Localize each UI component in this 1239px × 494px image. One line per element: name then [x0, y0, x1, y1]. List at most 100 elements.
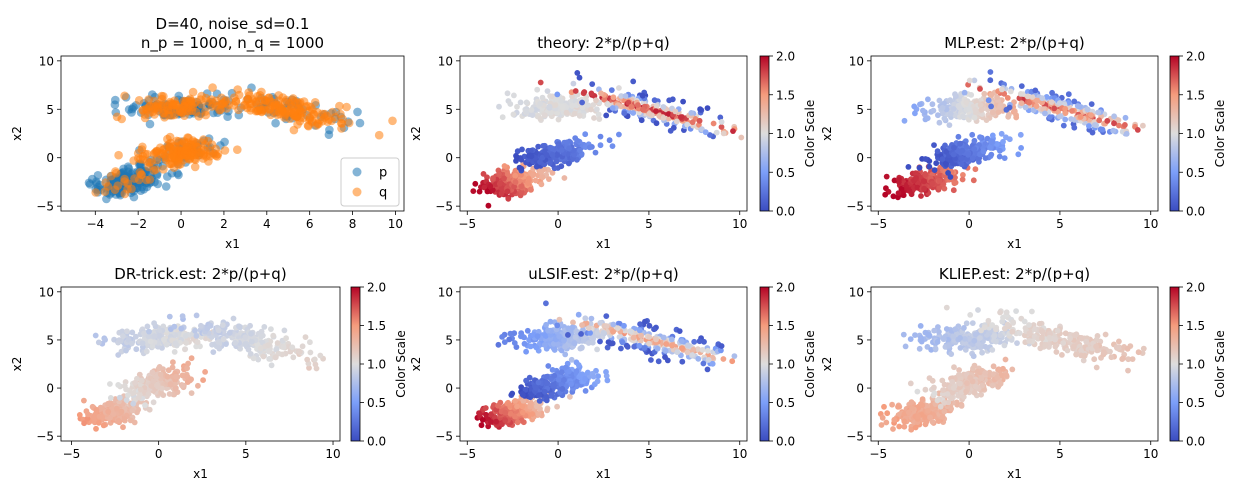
x-tick-label: 5 [645, 447, 653, 461]
data-point [673, 118, 680, 125]
data-point [545, 327, 551, 334]
data-point [646, 322, 653, 329]
data-point [549, 367, 556, 373]
data-point [556, 333, 563, 340]
data-point [941, 115, 948, 122]
data-point [573, 368, 580, 375]
data-point [571, 340, 578, 347]
data-point [678, 114, 684, 120]
data-point [1062, 116, 1069, 123]
data-point [141, 330, 147, 337]
data-point [989, 132, 996, 139]
data-point [307, 117, 317, 127]
data-point [254, 341, 261, 348]
data-point [929, 180, 936, 187]
data-point [653, 120, 660, 127]
data-point [1029, 94, 1036, 100]
data-point [957, 140, 963, 147]
data-point [951, 144, 957, 151]
data-point [588, 315, 595, 322]
data-point [236, 323, 242, 330]
data-point [689, 352, 696, 358]
data-point [980, 148, 987, 155]
data-point [123, 397, 130, 403]
data-point [161, 336, 167, 343]
data-point [250, 355, 257, 362]
data-point [555, 376, 562, 383]
data-point [543, 300, 549, 307]
data-point [302, 334, 309, 340]
chart-title: MLP.est: 2*p/(p+q) [944, 34, 1084, 52]
data-point [1022, 104, 1029, 111]
x-axis-label: x1 [596, 237, 611, 251]
data-point [532, 177, 539, 184]
data-point [258, 328, 265, 335]
data-point [151, 333, 158, 339]
data-point [619, 339, 626, 346]
data-point [143, 348, 150, 355]
data-point [535, 411, 542, 418]
data-point [971, 114, 978, 121]
data-point [184, 365, 191, 372]
data-point [720, 130, 727, 137]
data-point [289, 125, 299, 135]
data-point [115, 352, 122, 358]
data-point [185, 155, 194, 164]
data-point [261, 324, 268, 330]
scatter-points [882, 69, 1146, 201]
data-point [527, 147, 534, 154]
data-point [565, 160, 572, 167]
data-point [179, 382, 186, 389]
data-point [920, 107, 926, 114]
data-point [981, 90, 988, 97]
data-point [971, 137, 978, 144]
data-point [511, 340, 518, 346]
data-point [1004, 95, 1011, 101]
data-point [638, 117, 645, 124]
data-point [173, 373, 179, 380]
data-point [570, 319, 576, 326]
data-point [199, 135, 208, 144]
data-point [91, 188, 100, 197]
data-point [651, 97, 658, 104]
y-tick-label: −5 [846, 200, 864, 214]
y-tick-label: 10 [438, 54, 453, 68]
data-point [568, 356, 575, 363]
data-point [507, 101, 514, 107]
data-point [561, 337, 567, 344]
data-point [1001, 155, 1008, 162]
data-point [653, 103, 660, 109]
data-point [527, 343, 534, 350]
data-point [512, 179, 519, 186]
data-point [565, 332, 571, 338]
data-point [941, 399, 948, 406]
data-point [142, 175, 151, 185]
data-point [628, 103, 635, 110]
data-point [950, 187, 957, 194]
data-point [504, 171, 511, 178]
data-point [355, 118, 365, 128]
data-point [140, 113, 150, 123]
data-point [134, 409, 140, 416]
data-point [163, 341, 170, 348]
data-point [1033, 97, 1040, 104]
data-point [1111, 113, 1117, 120]
data-point [1096, 117, 1103, 124]
data-point [200, 377, 207, 383]
data-point [890, 426, 896, 432]
data-point [481, 184, 488, 191]
colorbar-tick-label: 1.0 [1186, 127, 1205, 141]
data-point [689, 119, 696, 126]
data-point [511, 92, 517, 99]
data-point [640, 106, 646, 113]
data-point [929, 101, 936, 108]
data-point [93, 407, 100, 414]
colorbar-label: Color Scale [394, 330, 408, 397]
colorbar-label: Color Scale [803, 100, 817, 167]
data-point [307, 339, 313, 346]
data-point [914, 184, 921, 191]
data-point [558, 147, 565, 153]
x-tick-label: −5 [869, 217, 887, 231]
data-point [661, 334, 667, 341]
